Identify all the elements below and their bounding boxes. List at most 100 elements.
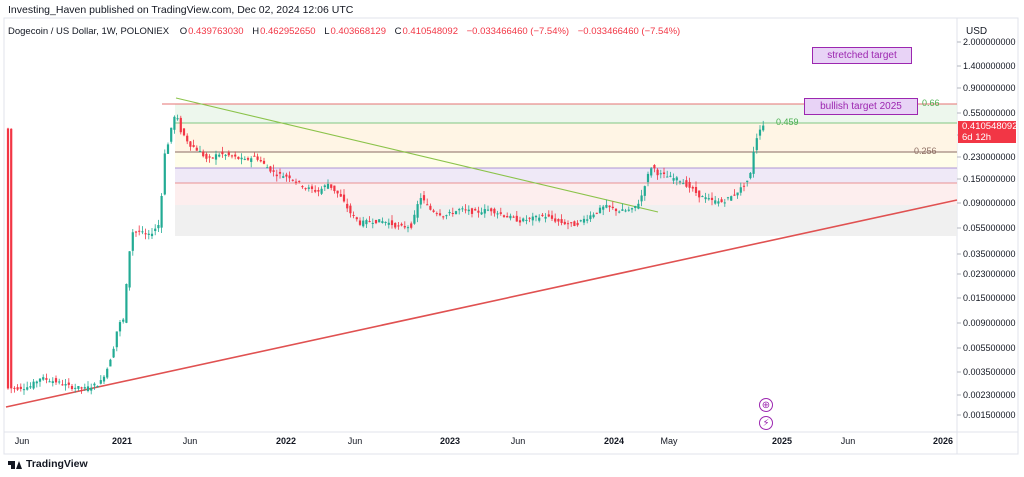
downtrend-line xyxy=(175,97,659,213)
time-tick-label: 2024 xyxy=(604,436,624,446)
price-tick-label: 1.400000000 xyxy=(963,61,1016,71)
candle-body xyxy=(586,219,589,221)
candle-body xyxy=(493,208,496,214)
candle-body xyxy=(32,381,35,389)
candle-body xyxy=(166,144,170,154)
candle-body xyxy=(298,180,301,182)
candle-body xyxy=(90,387,93,391)
candle-body xyxy=(688,181,691,188)
currency-label[interactable]: USD xyxy=(966,26,988,37)
candle-body xyxy=(275,174,278,177)
ohlc-low-value: 0.403668129 xyxy=(330,26,386,37)
candle-body xyxy=(624,210,627,212)
candle-body xyxy=(307,187,310,189)
candle-body xyxy=(99,380,102,384)
candle-body xyxy=(685,180,688,187)
candle-body xyxy=(58,381,61,383)
candle-body xyxy=(339,194,342,197)
ohlc-open-label: O xyxy=(179,26,188,37)
candle-body xyxy=(106,368,109,378)
candle-body xyxy=(714,200,717,204)
candle-body xyxy=(314,189,317,192)
candle-body xyxy=(182,128,186,136)
candle-body xyxy=(653,165,656,169)
candle-body xyxy=(742,185,746,187)
candle-body xyxy=(48,381,51,383)
candle-body xyxy=(630,208,634,210)
candle-body xyxy=(480,212,483,215)
candle-body xyxy=(499,212,502,214)
candle-body xyxy=(541,214,544,217)
candle-body xyxy=(224,154,227,157)
candle-body xyxy=(429,205,432,210)
candle-body xyxy=(163,153,166,195)
candle-body xyxy=(102,376,106,382)
candle-body xyxy=(387,222,390,225)
candle-body xyxy=(422,195,426,201)
candle-body xyxy=(285,174,288,177)
candle-body xyxy=(413,214,416,224)
candle-body xyxy=(678,181,682,183)
fib-label-0459: 0.459 xyxy=(776,117,799,127)
candle-body xyxy=(246,158,250,160)
candle-body xyxy=(288,175,291,179)
candle-body xyxy=(627,209,630,211)
candle-body xyxy=(390,220,394,226)
candle-body xyxy=(154,228,157,232)
candle-body xyxy=(317,190,320,192)
candle-body xyxy=(144,233,147,235)
price-tick-label: 0.090000000 xyxy=(963,198,1016,208)
candle-body xyxy=(74,387,77,389)
ohlc-high-label: H xyxy=(252,26,260,37)
candle-body xyxy=(560,219,563,224)
candle-body xyxy=(291,179,294,181)
candle-body xyxy=(269,166,272,172)
ohlc-high-value: 0.462952650 xyxy=(260,26,316,37)
candle-body xyxy=(378,219,381,223)
price-tick-label: 0.900000000 xyxy=(963,83,1016,93)
candle-body xyxy=(304,188,307,190)
tradingview-brand[interactable]: TradingView xyxy=(8,458,88,470)
ohlc-low-label: L xyxy=(324,26,330,37)
candle-body xyxy=(470,208,474,214)
price-tick-label: 0.015000000 xyxy=(963,293,1016,303)
candle-body xyxy=(205,153,208,159)
candle-body xyxy=(739,187,742,193)
candle-body xyxy=(138,230,141,232)
stretched-target-box: stretched target xyxy=(812,47,912,64)
candle-body xyxy=(582,218,586,223)
candle-body xyxy=(234,154,237,157)
candle-body xyxy=(723,202,726,204)
candle-body xyxy=(333,185,336,192)
candle-body xyxy=(266,167,269,169)
candle-body xyxy=(579,220,582,222)
candle-body xyxy=(646,173,650,183)
candle-body xyxy=(323,185,326,188)
price-tick-label: 0.550000000 xyxy=(963,108,1016,118)
time-tick-label: Jun xyxy=(15,436,30,446)
candle-body xyxy=(173,116,176,130)
candle-body xyxy=(371,222,374,224)
candle-body xyxy=(666,176,669,178)
change-value: −0.033466460 (−7.54%) xyxy=(466,26,570,37)
candle-body xyxy=(128,251,131,288)
candle-body xyxy=(557,219,560,222)
candle-body xyxy=(384,221,387,223)
candle-body xyxy=(160,195,163,228)
candle-body xyxy=(195,147,198,151)
candle-body xyxy=(522,218,525,222)
plus-icon[interactable]: ⊕ xyxy=(759,398,773,412)
zone-yellow xyxy=(175,152,957,168)
lightning-icon[interactable]: ⚡ xyxy=(759,416,773,430)
candle-body xyxy=(237,156,240,159)
candle-body xyxy=(566,223,570,225)
candle-body xyxy=(394,222,397,228)
candle-body xyxy=(26,387,29,390)
time-tick-label: Jun xyxy=(183,436,198,446)
candle-body xyxy=(426,204,429,206)
price-tick-label: 0.150000000 xyxy=(963,174,1016,184)
candle-body xyxy=(202,151,205,157)
candle-body xyxy=(208,156,211,158)
candle-body xyxy=(554,218,557,222)
